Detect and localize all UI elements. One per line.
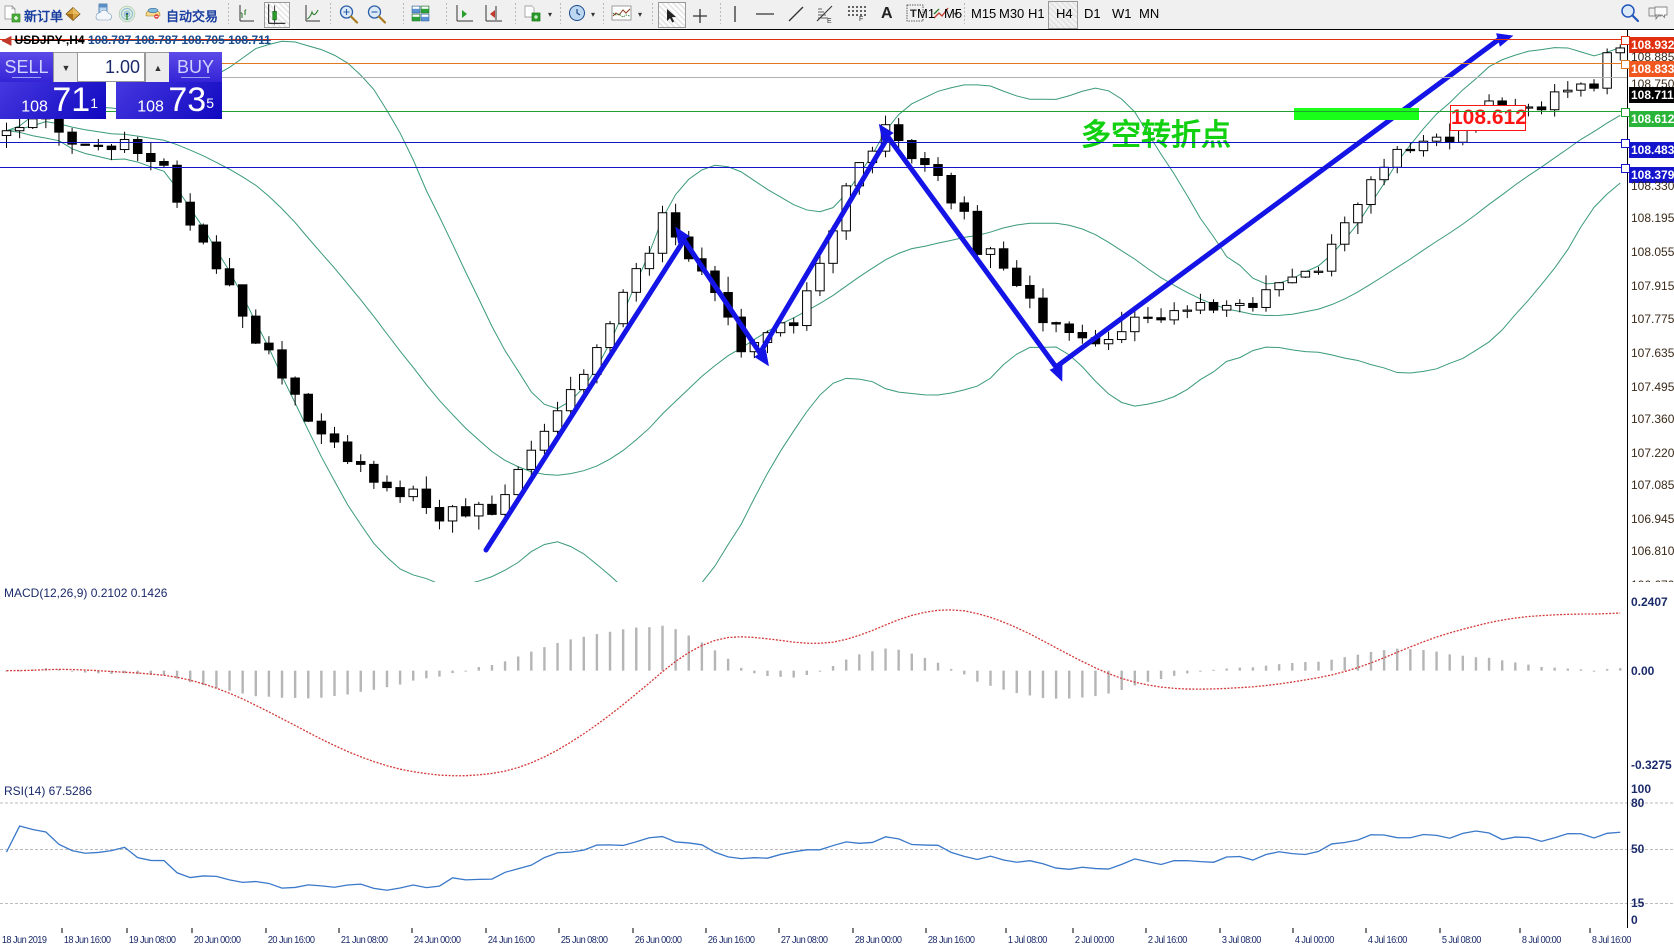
svg-text:E: E	[827, 18, 832, 24]
svg-text:F: F	[859, 16, 863, 21]
svg-text:T: T	[910, 8, 917, 20]
